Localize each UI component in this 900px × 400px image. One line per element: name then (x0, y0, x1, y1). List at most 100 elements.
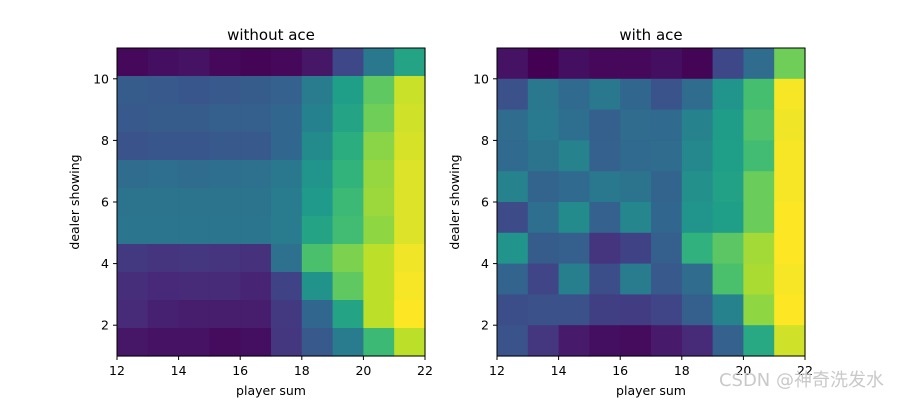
panel1-heatmap-cell (209, 328, 241, 357)
panel2-heatmap-cell (743, 263, 775, 295)
panel2-heatmap-cell (620, 109, 652, 141)
panel2-heatmap-cell (681, 232, 714, 265)
panel1-heatmap-cell (301, 244, 334, 273)
panel1-heatmap-cell (178, 244, 210, 273)
panel2-y-tick-label: 2 (481, 318, 489, 333)
panel2-heatmap-cell (774, 48, 806, 80)
panel1-heatmap-cell (147, 160, 180, 189)
panel1-heatmap-cell (178, 104, 210, 133)
panel1-heatmap-cell (147, 216, 180, 245)
panel2-heatmap-cell (558, 109, 590, 141)
panel2-heatmap-cell (589, 48, 621, 80)
panel1-heatmap-cell (240, 76, 272, 105)
panel2-heatmap-cell (527, 263, 560, 295)
panel1-heatmap-cell (117, 76, 149, 105)
panel2-heatmap-cell (743, 140, 775, 172)
panel1-heatmap-cell (394, 244, 426, 273)
panel2-heatmap-cell (681, 263, 714, 295)
panel2-heatmap-cell (527, 294, 560, 326)
panel1-heatmap-cell (363, 300, 395, 329)
panel2-y-label: dealer showing (447, 154, 462, 249)
panel1-y-tick-label: 4 (101, 256, 109, 271)
panel1-heatmap-cell (178, 160, 210, 189)
panel1-x-tick-label: 18 (294, 363, 310, 378)
panel2-x-label: player sum (616, 383, 686, 398)
panel2-heatmap-cell (774, 171, 806, 203)
panel1-heatmap-cell (363, 244, 395, 273)
panel1-heatmap-cell (394, 132, 426, 161)
panel2-heatmap-cell (589, 140, 621, 172)
panel1-heatmap-cell (394, 48, 426, 77)
panel2-heatmap-cell (743, 232, 775, 265)
panel1-heatmap-cell (332, 132, 364, 161)
panel2-heatmap-cell (743, 294, 775, 326)
panel2-heatmap-cell (589, 232, 621, 265)
panel2-heatmap-cell (497, 171, 529, 203)
panel1-heatmap-cell (332, 272, 364, 301)
panel2-heatmap-cell (743, 325, 775, 357)
panel1-y-tick-label: 6 (101, 195, 109, 210)
panel2-x-tick-label: 18 (674, 363, 690, 378)
panel2-heatmap-cell (527, 78, 560, 111)
panel1-heatmap-cell (363, 216, 395, 245)
panel1-heatmap-cell (271, 104, 303, 133)
panel1-heatmap-cell (209, 216, 241, 245)
panel1-heatmap-cell (301, 328, 334, 357)
panel2-heatmap-cell (620, 78, 652, 111)
panel2-heatmap-cell (774, 263, 806, 295)
panel1-heatmap-cell (240, 272, 272, 301)
panel1-heatmap-cell (178, 272, 210, 301)
panel1-heatmap-cell (363, 132, 395, 161)
panel1-heatmap-cell (209, 244, 241, 273)
panel2-heatmap-cell (497, 263, 529, 295)
panel1-heatmap-cell (117, 216, 149, 245)
panel2-heatmap-cell (681, 109, 714, 141)
panel2-heatmap-cell (589, 171, 621, 203)
panel1-heatmap-cell (332, 244, 364, 273)
panel1-heatmap-cell (117, 160, 149, 189)
panel2-heatmap-cell (651, 202, 683, 234)
panel2-y-tick-label: 6 (481, 195, 489, 210)
panel1-heatmap-cell (117, 328, 149, 357)
panel2-heatmap-cell (527, 325, 560, 357)
panel2-heatmap-cell (651, 232, 683, 265)
panel1-heatmap-cell (394, 104, 426, 133)
panel2-heatmap-cell (589, 263, 621, 295)
panel1-x-tick-label: 16 (232, 363, 248, 378)
panel1-heatmap-cell (178, 132, 210, 161)
panel2-heatmap-cell (589, 202, 621, 234)
panel1-x-label: player sum (236, 383, 306, 398)
panel2-x-tick-label: 20 (735, 363, 751, 378)
panel2-heatmap-cell (527, 202, 560, 234)
panel2-heatmap-cell (558, 232, 590, 265)
panel1-heatmap-cell (394, 188, 426, 217)
panel1-heatmap-cell (117, 300, 149, 329)
panel1-heatmap-cell (240, 328, 272, 357)
panel1-heatmap-cell (301, 188, 334, 217)
panel1-heatmap-cell (363, 104, 395, 133)
panel1-heatmap-cell (209, 300, 241, 329)
panel2-y-tick-label: 4 (481, 256, 489, 271)
panel2-x-tick-label: 22 (797, 363, 813, 378)
panel1-heatmap-cell (332, 328, 364, 357)
panel1-heatmap-cell (394, 160, 426, 189)
panel1-heatmap-cell (363, 48, 395, 77)
panel2-heatmap-cell (527, 232, 560, 265)
panel2-heatmap-cell (651, 263, 683, 295)
panel2-heatmap-cell (774, 78, 806, 111)
panel1-heatmap-cell (363, 328, 395, 357)
panel1-title: without ace (227, 26, 315, 44)
panel2-heatmap-cell (558, 140, 590, 172)
panel2-heatmap-cell (558, 263, 590, 295)
panel1-heatmap-cell (240, 244, 272, 273)
panel1-heatmap-cell (209, 76, 241, 105)
panel1-heatmap-cell (394, 76, 426, 105)
panel2-heatmap-cell (681, 78, 714, 111)
panel2-heatmap-cell (681, 140, 714, 172)
panel1-heatmap-cell (240, 48, 272, 77)
panel1-heatmap-cell (271, 48, 303, 77)
panel1-x-tick-label: 12 (109, 363, 125, 378)
watermark-text: CSDN @神奇洗发水 (718, 370, 884, 391)
panel2-heatmap-cell (497, 140, 529, 172)
